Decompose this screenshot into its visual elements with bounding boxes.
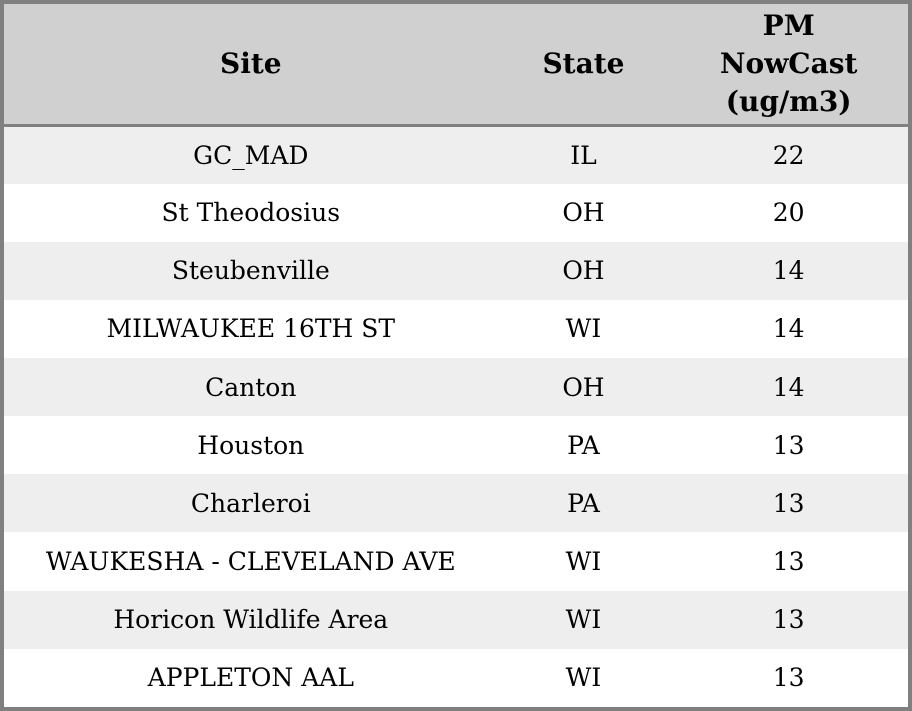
value-cell: 14 (772, 314, 805, 344)
state-cell: OH (562, 256, 605, 286)
table-row: APPLETON AAL WI 13 (4, 648, 908, 707)
column-header-site: Site (4, 4, 498, 127)
site-cell: WAUKESHA - CLEVELAND AVE (45, 547, 456, 577)
table-row: St Theodosius OH 20 (4, 183, 908, 242)
site-cell: MILWAUKEE 16TH ST (106, 314, 396, 344)
state-cell: PA (567, 488, 600, 518)
value-cell: 20 (772, 198, 805, 228)
value-cell: 13 (772, 547, 805, 577)
state-cell: PA (567, 430, 600, 460)
state-cell: WI (565, 547, 602, 577)
value-cell: 13 (772, 430, 805, 460)
state-cell: WI (565, 605, 602, 635)
state-cell: OH (562, 372, 605, 402)
site-cell: St Theodosius (161, 198, 341, 228)
value-cell: 13 (772, 488, 805, 518)
value-cell: 14 (772, 256, 805, 286)
table-row: Horicon Wildlife Area WI 13 (4, 590, 908, 649)
state-cell: WI (565, 663, 602, 693)
state-cell: OH (562, 198, 605, 228)
site-cell: Horicon Wildlife Area (113, 605, 389, 635)
table-row: Canton OH 14 (4, 358, 908, 417)
table-row: GC_MAD IL 22 (4, 125, 908, 184)
site-cell: GC_MAD (193, 140, 309, 170)
table-row: Charleroi PA 13 (4, 474, 908, 533)
table-row: MILWAUKEE 16TH ST WI 14 (4, 299, 908, 359)
value-cell: 22 (772, 140, 805, 170)
table-row: WAUKESHA - CLEVELAND AVE WI 13 (4, 532, 908, 591)
column-header-state: State (497, 4, 670, 127)
state-cell: IL (570, 140, 597, 170)
value-cell: 13 (772, 605, 805, 635)
site-cell: Houston (197, 430, 305, 460)
value-cell: 13 (772, 663, 805, 693)
pm-nowcast-table: Site State PM NowCast (ug/m3) GC_MAD IL … (4, 4, 908, 707)
table-row: Steubenville OH 14 (4, 241, 908, 300)
site-cell: APPLETON AAL (147, 663, 354, 693)
site-cell: Canton (205, 372, 297, 402)
site-cell: Steubenville (171, 256, 330, 286)
column-header-pm-nowcast: PM NowCast (ug/m3) (669, 4, 908, 127)
table-row: Houston PA 13 (4, 416, 908, 475)
site-cell: Charleroi (190, 488, 311, 518)
header-row: Site State PM NowCast (ug/m3) (4, 4, 908, 127)
value-cell: 14 (772, 372, 805, 402)
state-cell: WI (565, 314, 602, 344)
